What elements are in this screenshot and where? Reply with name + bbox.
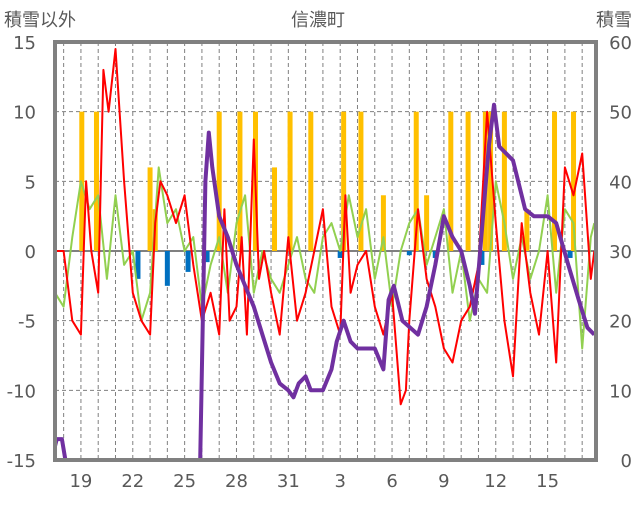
snowfall-bar — [341, 111, 347, 252]
negative-bar — [567, 251, 573, 258]
x-tick-label: 22 — [121, 471, 144, 492]
left-axis-label: 積雪以外 — [4, 10, 76, 31]
snowfall-bar — [358, 111, 364, 252]
snowfall-bar — [424, 195, 430, 251]
x-tick-label: 6 — [386, 471, 397, 492]
right-axis-label: 積雪 — [596, 10, 632, 31]
snowfall-bar — [501, 111, 507, 252]
right-tick-label: 40 — [609, 172, 632, 193]
right-tick-label: 10 — [609, 381, 632, 402]
left-tick-label: -10 — [7, 381, 36, 402]
x-tick-label: 19 — [69, 471, 92, 492]
snow_depth-line — [53, 102, 596, 462]
left-tick-label: 0 — [25, 242, 36, 263]
snowfall-bar — [571, 111, 577, 252]
left-tick-label: 10 — [13, 103, 36, 124]
snowfall-bar — [380, 195, 386, 251]
snowfall-bar — [237, 111, 243, 252]
x-tick-label: 9 — [438, 471, 449, 492]
snowfall-bar — [488, 111, 494, 252]
snowfall-bar — [465, 111, 471, 252]
snowfall-bar — [448, 111, 454, 252]
right-tick-label: 0 — [621, 451, 632, 472]
left-tick-label: -15 — [7, 451, 36, 472]
x-tick-label: 25 — [173, 471, 196, 492]
negative-bar — [164, 251, 170, 286]
snowfall-bar — [413, 111, 419, 252]
right-tick-label: 60 — [609, 33, 632, 54]
negative-bar — [185, 251, 191, 272]
left-tick-label: -5 — [18, 312, 36, 333]
x-tick-label: 15 — [536, 471, 559, 492]
snowfall-bar — [287, 111, 293, 252]
snowfall-bar — [272, 167, 278, 251]
snowfall-bar — [216, 111, 222, 252]
right-tick-label: 20 — [609, 312, 632, 333]
right-tick-label: 30 — [609, 242, 632, 263]
right-tick-label: 50 — [609, 103, 632, 124]
red-line — [55, 48, 596, 406]
x-tick-label: 31 — [277, 471, 300, 492]
plot-frame — [53, 40, 598, 462]
snowfall-bar — [308, 111, 314, 252]
green-line — [54, 166, 596, 350]
x-tick-label: 28 — [225, 471, 248, 492]
left-tick-label: 5 — [25, 172, 36, 193]
negative-bar — [479, 251, 485, 265]
lines — [53, 48, 596, 462]
left-tick-label: 15 — [13, 33, 36, 54]
negative-bar — [135, 251, 141, 279]
x-tick-label: 12 — [484, 471, 507, 492]
snowfall-bar — [147, 167, 153, 251]
negative-bar — [337, 251, 343, 258]
negative-bar — [406, 251, 412, 256]
snowfall-bar — [524, 209, 530, 251]
snowfall-bar — [93, 111, 99, 252]
negative-bar — [204, 251, 210, 263]
x-tick-label: 3 — [334, 471, 345, 492]
chart-title: 信濃町 — [291, 10, 345, 31]
snowfall-bar — [552, 111, 558, 252]
